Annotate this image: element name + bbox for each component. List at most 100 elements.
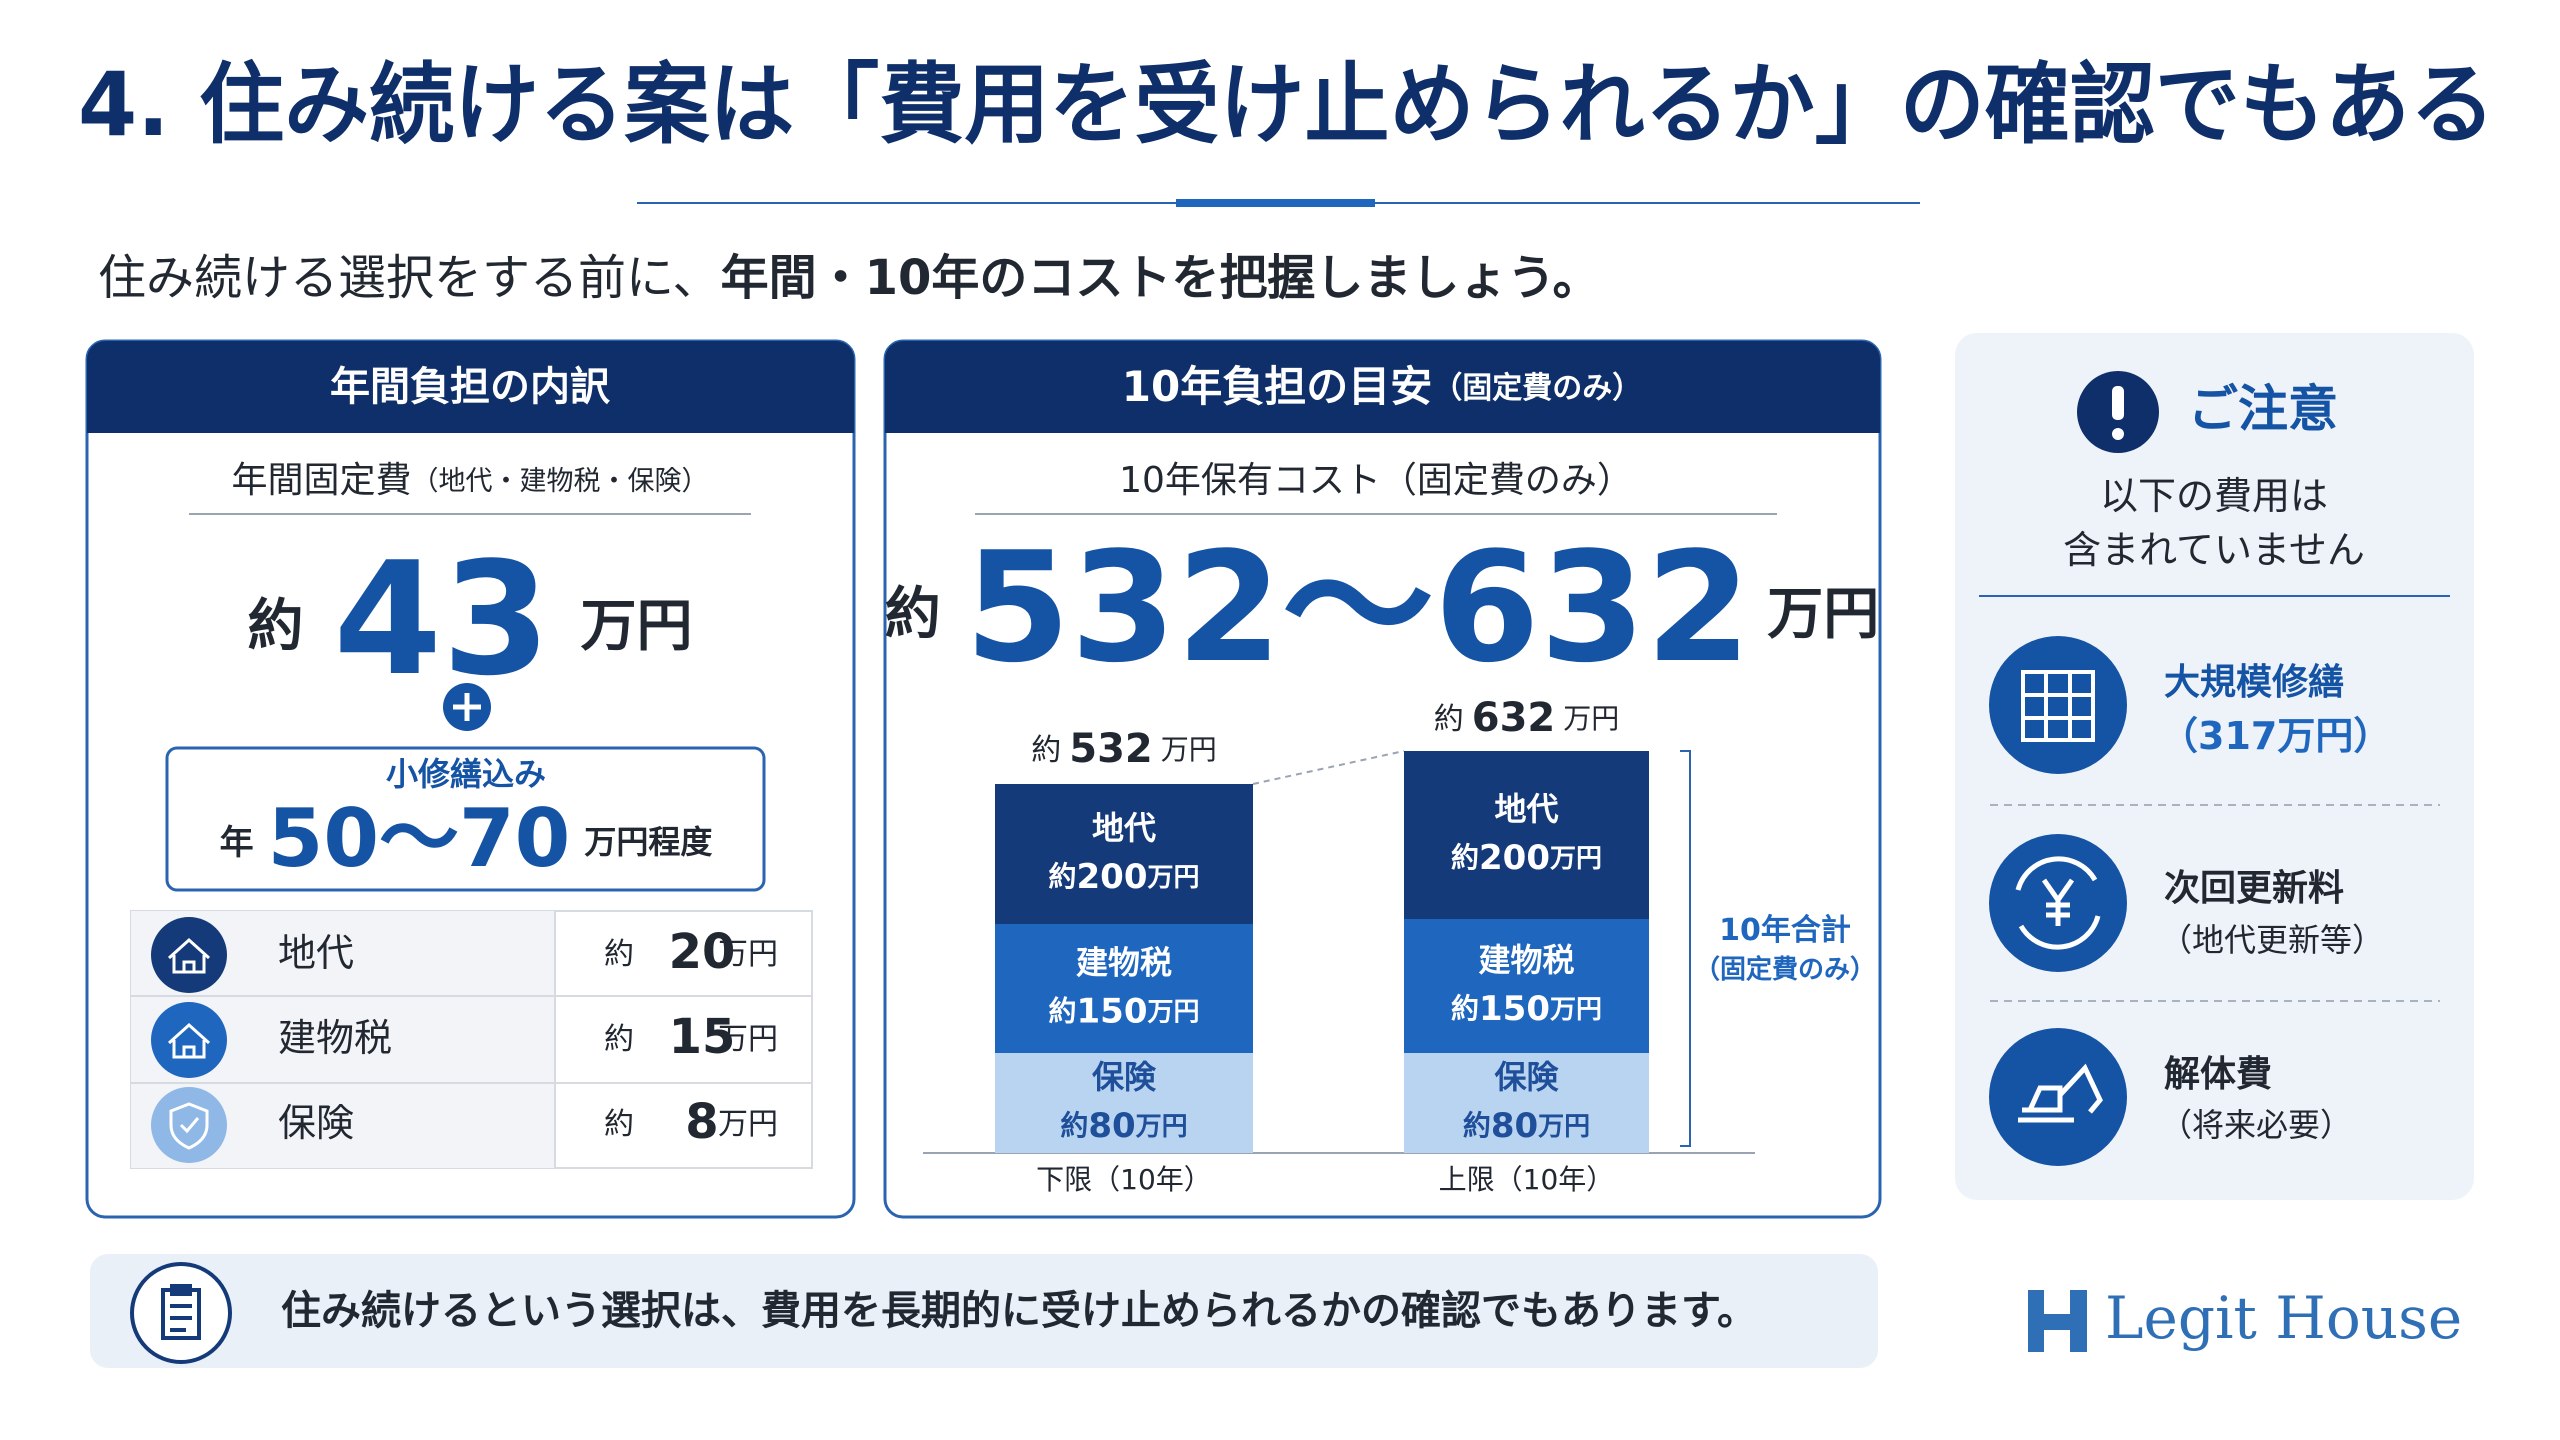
segment-name: 保険 — [1494, 1058, 1559, 1096]
notice-item-icon — [1989, 636, 2127, 774]
bar-total-value: 532 — [1069, 726, 1153, 772]
total-bracket — [1680, 750, 1691, 1147]
bar-segment — [1404, 1053, 1649, 1153]
segment-number: 200 — [1077, 857, 1148, 897]
row-prefix: 約 — [604, 937, 634, 972]
segment-unit: 万円 — [1136, 1112, 1188, 1142]
amount-unit: 万円 — [1767, 582, 1879, 647]
row-value: 約 — [604, 937, 634, 972]
footer-message: 住み続けるという選択は、費用を長期的に受け止められるかの確認でもあります。 — [281, 1288, 1757, 1334]
bar-total-prefix: 約 — [1434, 702, 1464, 737]
segment-prefix: 約 — [1451, 841, 1479, 874]
segment-value: 約80万円 — [1463, 1106, 1590, 1146]
segment-name: 地代 — [1092, 809, 1156, 847]
row-label: 地代 — [278, 931, 354, 975]
row-number: 8 — [685, 1094, 718, 1150]
row-number: 15 — [669, 1009, 736, 1065]
ten-year-amount: 約 532～632 万円 — [885, 519, 1880, 696]
notice-line: 以下の費用は — [2100, 474, 2328, 518]
axis-label-text: 下限（10年） — [1036, 1163, 1212, 1196]
repair-title-text: 小修繕込み — [386, 755, 546, 793]
bar-total-value: 632 — [1472, 695, 1556, 741]
segment-name-text: 保険 — [1494, 1058, 1559, 1096]
item-note-text: （317万円） — [2160, 714, 2391, 758]
subtitle-lead: 住み続ける選択をする前に、 — [98, 250, 721, 306]
bar-segment — [995, 1053, 1253, 1153]
label-text: 10年保有コスト（固定費のみ） — [1119, 460, 1633, 501]
bar-segment — [995, 784, 1253, 924]
footer-icon — [130, 1262, 232, 1364]
segment-prefix: 約 — [1451, 992, 1479, 1025]
notice-item-name: 大規模修繕 — [2164, 662, 2344, 703]
row-prefix: 約 — [604, 1022, 634, 1057]
segment-value: 約200万円 — [1451, 838, 1602, 878]
row-value: 20 — [669, 924, 736, 980]
notice-line-text: 含まれていません — [2063, 528, 2365, 572]
item-note-text: （地代更新等） — [2160, 921, 2384, 959]
ten-year-header-bg — [885, 341, 1880, 433]
segment-unit: 万円 — [1147, 863, 1199, 893]
row-label: 保険 — [278, 1101, 354, 1145]
house-icon — [167, 937, 211, 974]
repair-amount: 年 50～70 万円程度 — [220, 792, 713, 885]
title-rule-accent — [1176, 199, 1375, 207]
total-label: 10年合計 — [1719, 913, 1851, 948]
amount-prefix: 約 — [247, 594, 303, 659]
segment-value: 約150万円 — [1451, 989, 1602, 1029]
row-icon — [151, 1087, 227, 1163]
panel-header: 年間負担の内訳 — [330, 364, 611, 410]
notice-icon-dot — [2112, 428, 2124, 440]
total-note-text: （固定費のみ） — [1694, 954, 1876, 985]
row-value: 15 — [669, 1009, 736, 1065]
footer-text: 住み続けるという選択は、費用を長期的に受け止められるかの確認でもあります。 — [281, 1288, 1757, 1334]
notice-title: ご注意 — [2188, 380, 2338, 438]
row-value: 約 — [604, 1107, 634, 1142]
segment-prefix: 約 — [1048, 995, 1076, 1028]
row-icon — [151, 1002, 227, 1078]
bar-total: 約 632 万円 — [1434, 695, 1620, 741]
amount-unit: 万円 — [581, 594, 693, 659]
logo: Legit House — [2105, 1284, 2462, 1352]
label-text: 年間固定費 — [231, 460, 411, 501]
amount-value: 532～632 — [965, 519, 1752, 696]
row-prefix: 約 — [604, 1107, 634, 1142]
row-unit-text: 万円 — [718, 937, 778, 972]
notice-title-text: ご注意 — [2188, 380, 2338, 438]
row-unit: 万円 — [718, 1107, 778, 1142]
header-note: （固定費のみ） — [1432, 371, 1642, 406]
annual-amount: 約 43 万円 — [247, 528, 692, 710]
repair-title: 小修繕込み — [386, 755, 546, 793]
row-icon — [151, 917, 227, 993]
row-value: 約 — [604, 1022, 634, 1057]
notice-icon-mark — [2112, 386, 2124, 420]
row-unit-text: 万円 — [718, 1022, 778, 1057]
axis-label-text: 上限（10年） — [1439, 1163, 1615, 1196]
segment-value: 約80万円 — [1060, 1106, 1187, 1146]
row-unit: 万円 — [718, 937, 778, 972]
bar-segment — [995, 924, 1253, 1053]
repair-value: 50～70 — [268, 792, 571, 885]
segment-unit: 万円 — [1550, 844, 1602, 874]
renewal-icon — [2015, 856, 2101, 950]
total-note: （固定費のみ） — [1694, 954, 1876, 985]
amount-prefix: 約 — [885, 582, 941, 647]
repair-box — [165, 746, 766, 892]
item-name-text: 次回更新料 — [2164, 868, 2344, 909]
segment-prefix: 約 — [1048, 860, 1076, 893]
total-label-text: 10年合計 — [1719, 913, 1851, 948]
segment-prefix: 約 — [1463, 1109, 1491, 1142]
notice-item-note: （地代更新等） — [2160, 921, 2384, 959]
segment-value: 約150万円 — [1048, 991, 1199, 1031]
repair-prefix: 年 — [220, 823, 254, 863]
repair-unit: 万円程度 — [584, 823, 712, 861]
shield-icon — [169, 1102, 209, 1150]
segment-name-text: 建物税 — [1076, 944, 1172, 982]
row-label-text: 地代 — [278, 931, 354, 975]
item-name-text: 解体費 — [2164, 1054, 2272, 1095]
row-label-text: 建物税 — [278, 1016, 392, 1060]
row-label: 建物税 — [278, 1016, 392, 1060]
segment-prefix: 約 — [1060, 1109, 1088, 1142]
segment-name: 建物税 — [1478, 941, 1574, 979]
